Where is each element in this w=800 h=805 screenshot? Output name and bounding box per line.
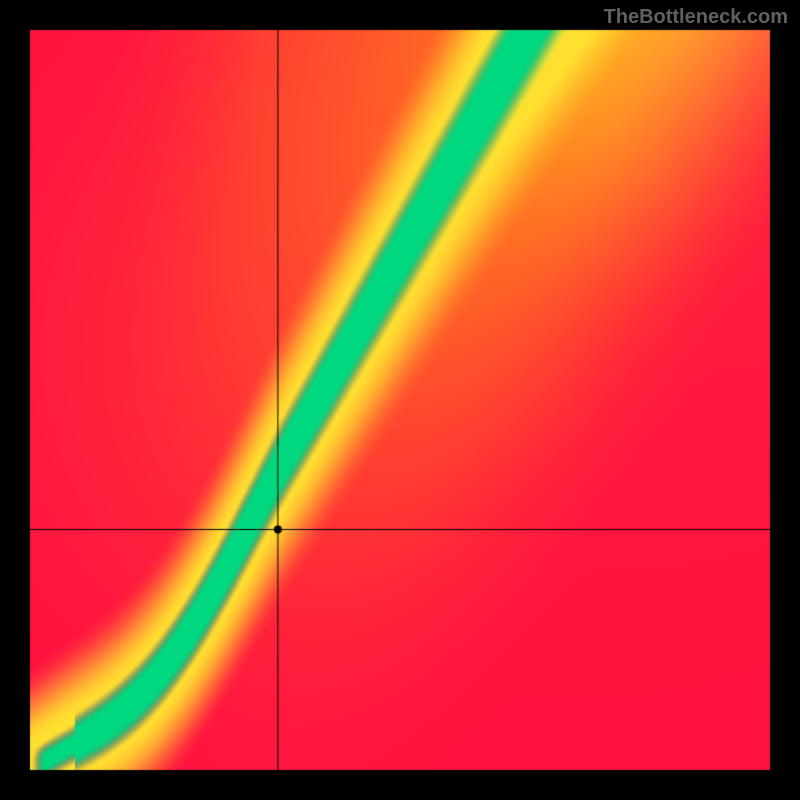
- bottleneck-heatmap-chart: TheBottleneck.com: [0, 0, 800, 800]
- heatmap-canvas: [0, 0, 800, 800]
- watermark-text: TheBottleneck.com: [604, 6, 788, 29]
